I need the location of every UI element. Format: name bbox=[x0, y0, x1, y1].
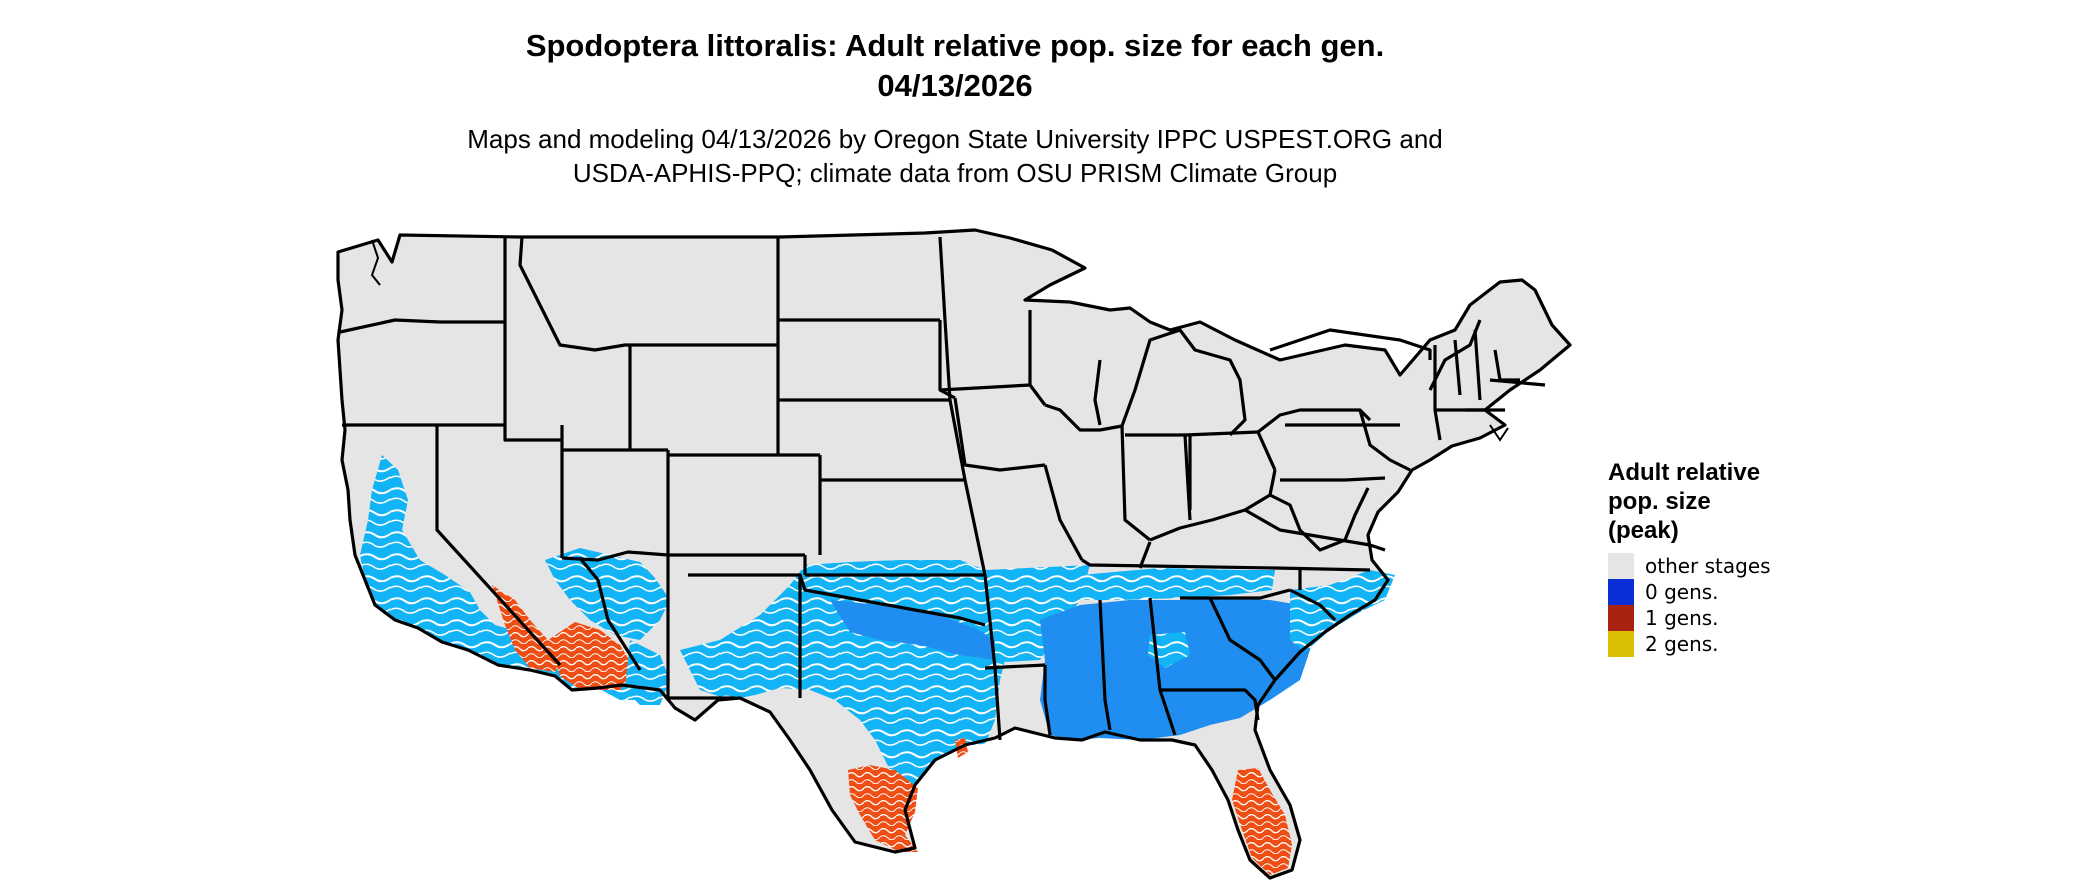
state-borders bbox=[336, 228, 1572, 880]
legend-label: 1 gens. bbox=[1645, 606, 1719, 630]
map-date: 04/13/2026 bbox=[877, 68, 1033, 103]
us-landmass bbox=[338, 230, 1570, 878]
map-title: Spodoptera littoralis: Adult relative po… bbox=[525, 28, 1385, 63]
zone-inland-southwest-blue bbox=[545, 548, 670, 640]
legend-label: other stages bbox=[1645, 554, 1771, 578]
legend-title-line: Adult relative bbox=[1608, 459, 1761, 486]
legend-swatch bbox=[1608, 579, 1634, 605]
zone-texas-orange bbox=[848, 765, 918, 852]
legend-swatch bbox=[1608, 631, 1634, 657]
map-subtitle-line1: Maps and modeling 04/13/2026 by Oregon S… bbox=[467, 124, 1443, 154]
legend-swatch bbox=[1608, 553, 1634, 579]
legend-title: Adult relative pop. size (peak) bbox=[1608, 458, 1760, 545]
zone-tennessee-blue bbox=[1080, 568, 1275, 600]
us-map bbox=[336, 228, 1572, 880]
legend-title-line: (peak) bbox=[1608, 517, 1679, 544]
model-overlay bbox=[360, 455, 1395, 875]
zone-deep-south-darkblue bbox=[1040, 598, 1318, 740]
legend-label: 0 gens. bbox=[1645, 580, 1719, 604]
zone-oklahoma-darkblue bbox=[830, 600, 995, 660]
zone-arizona-orange bbox=[548, 622, 635, 690]
legend-title-line: pop. size bbox=[1608, 488, 1711, 515]
legend-swatch bbox=[1608, 605, 1634, 631]
coast-detail bbox=[370, 239, 1509, 442]
zone-southeast-lightblue-pockets bbox=[1148, 632, 1190, 668]
zone-carolinas-blue bbox=[1290, 570, 1395, 652]
legend-label: 2 gens. bbox=[1645, 632, 1719, 656]
zone-florida-orange bbox=[1232, 768, 1292, 875]
map-subtitle-line2: USDA-APHIS-PPQ; climate data from OSU PR… bbox=[572, 158, 1338, 188]
zone-arkansas-blue bbox=[985, 565, 1090, 662]
